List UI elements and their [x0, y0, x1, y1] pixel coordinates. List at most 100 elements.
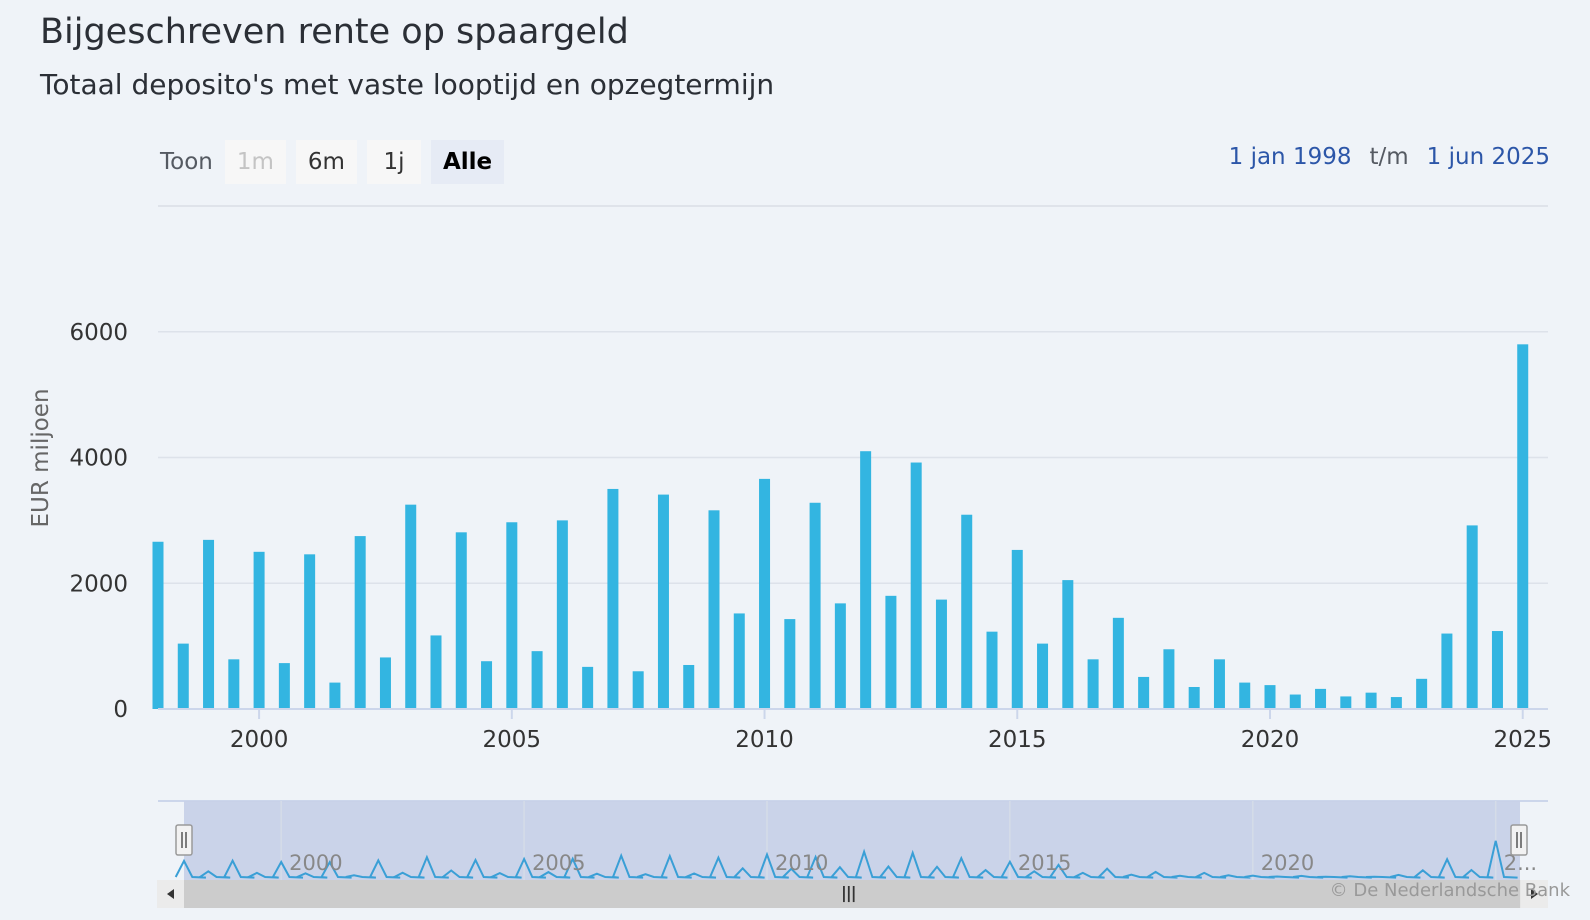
range-button-6m[interactable]: 6m — [295, 140, 357, 184]
bar[interactable] — [632, 671, 644, 709]
bar[interactable] — [1264, 685, 1276, 709]
bar[interactable] — [203, 539, 215, 709]
bar[interactable] — [1289, 694, 1301, 709]
bar[interactable] — [1315, 688, 1327, 709]
date-range-separator: t/m — [1369, 144, 1409, 170]
navigator-scrollbar[interactable]: ||| — [157, 880, 1548, 908]
bar[interactable] — [1037, 643, 1049, 709]
bar[interactable] — [582, 666, 594, 709]
navigator-tick-label: 2015 — [1018, 851, 1071, 875]
range-button-1m[interactable]: 1m — [224, 140, 286, 184]
bar[interactable] — [1365, 692, 1377, 709]
navigator-handle-right[interactable] — [1510, 824, 1528, 856]
y-tick-label: 2000 — [69, 571, 128, 597]
bar[interactable] — [354, 536, 366, 709]
navigator-gridlines — [280, 801, 1497, 880]
bar[interactable] — [1491, 631, 1503, 709]
bar[interactable] — [329, 682, 341, 709]
bar[interactable] — [506, 522, 518, 709]
bar[interactable] — [935, 599, 947, 709]
scroll-right-arrow-icon — [1531, 889, 1538, 899]
bar[interactable] — [1213, 659, 1225, 709]
bar[interactable] — [708, 510, 720, 709]
bar[interactable] — [1138, 676, 1150, 709]
bar[interactable] — [531, 651, 543, 709]
bar[interactable] — [860, 451, 872, 709]
bar[interactable] — [455, 532, 467, 709]
chart-title: Bijgeschreven rente op spaargeld — [40, 12, 629, 52]
y-axis-title: EUR miljoen — [28, 388, 54, 527]
bar[interactable] — [1188, 686, 1200, 709]
date-range-input: 1 jan 1998 t/m 1 jun 2025 — [1229, 144, 1550, 170]
navigator-selected-range[interactable] — [184, 801, 1520, 880]
y-tick-label: 4000 — [69, 446, 128, 472]
scroll-left-arrow-icon — [167, 889, 174, 899]
bar[interactable] — [1087, 659, 1099, 709]
x-tick-label: 2020 — [1241, 727, 1300, 753]
x-tick-label: 2010 — [735, 727, 794, 753]
bar[interactable] — [809, 502, 821, 709]
gridlines — [158, 331, 1548, 584]
bar[interactable] — [885, 595, 897, 709]
scrollbar-thumb[interactable] — [184, 880, 1520, 908]
bar[interactable] — [657, 494, 669, 709]
bar[interactable] — [1112, 617, 1124, 709]
bar[interactable] — [253, 551, 265, 709]
bar[interactable] — [228, 659, 240, 709]
bar[interactable] — [304, 554, 316, 709]
bar[interactable] — [683, 664, 695, 709]
bar-series — [152, 344, 1529, 709]
bar[interactable] — [986, 631, 998, 709]
x-tick-label: 2000 — [230, 727, 289, 753]
bar[interactable] — [961, 514, 973, 709]
bar[interactable] — [481, 661, 493, 709]
range-button-1j[interactable]: 1j — [366, 140, 421, 184]
bar[interactable] — [1517, 344, 1529, 709]
bar[interactable] — [607, 488, 619, 709]
bar[interactable] — [177, 643, 189, 709]
bar[interactable] — [430, 635, 442, 709]
range-button-alle[interactable]: Alle — [430, 140, 505, 184]
bar[interactable] — [834, 603, 846, 709]
x-axis-ticks: 2000 2005 2010 2015 2020 2025 — [230, 709, 1552, 753]
bar[interactable] — [759, 478, 771, 709]
navigator[interactable]: 2000 2005 2010 2015 2020 2... — [158, 800, 1548, 880]
bar[interactable] — [1163, 649, 1175, 709]
range-selector: Toon 1m 6m 1j Alle — [160, 140, 514, 184]
navigator-tick-label: 2005 — [532, 851, 585, 875]
bar[interactable] — [733, 613, 745, 709]
bar[interactable] — [1239, 682, 1251, 709]
navigator-tick-label: 2010 — [775, 851, 828, 875]
navigator-series-line — [174, 840, 1518, 879]
chart-subtitle: Totaal deposito's met vaste looptijd en … — [40, 68, 775, 101]
y-tick-label: 6000 — [69, 320, 128, 346]
bar[interactable] — [1390, 697, 1402, 709]
bar[interactable] — [784, 619, 796, 709]
navigator-tick-labels: 2000 2005 2010 2015 2020 2... — [289, 851, 1537, 875]
date-from-input[interactable]: 1 jan 1998 — [1228, 144, 1352, 170]
scrollbar-grip-icon: ||| — [841, 883, 857, 902]
y-tick-label: 0 — [113, 697, 128, 723]
bar[interactable] — [152, 541, 164, 709]
credits-link[interactable]: © De Nederlandsche Bank — [1329, 880, 1570, 901]
bar[interactable] — [1340, 696, 1352, 709]
bar[interactable] — [556, 520, 568, 709]
navigator-tick-label: 2020 — [1261, 851, 1314, 875]
date-to-input[interactable]: 1 jun 2025 — [1426, 144, 1550, 170]
bar[interactable] — [1062, 580, 1074, 709]
bar[interactable] — [1416, 678, 1428, 709]
bar[interactable] — [278, 663, 290, 709]
x-tick-label: 2005 — [483, 727, 542, 753]
bar[interactable] — [1011, 549, 1023, 709]
range-selector-label: Toon — [160, 149, 213, 175]
bar[interactable] — [1441, 633, 1453, 709]
y-axis-ticks: 0 2000 4000 6000 — [69, 320, 128, 723]
bar[interactable] — [379, 657, 391, 709]
navigator-handle-left[interactable] — [175, 824, 193, 856]
x-tick-label: 2015 — [988, 727, 1047, 753]
x-tick-label: 2025 — [1493, 727, 1552, 753]
bar[interactable] — [910, 462, 922, 709]
bar[interactable] — [405, 504, 417, 709]
bar[interactable] — [1466, 525, 1478, 709]
